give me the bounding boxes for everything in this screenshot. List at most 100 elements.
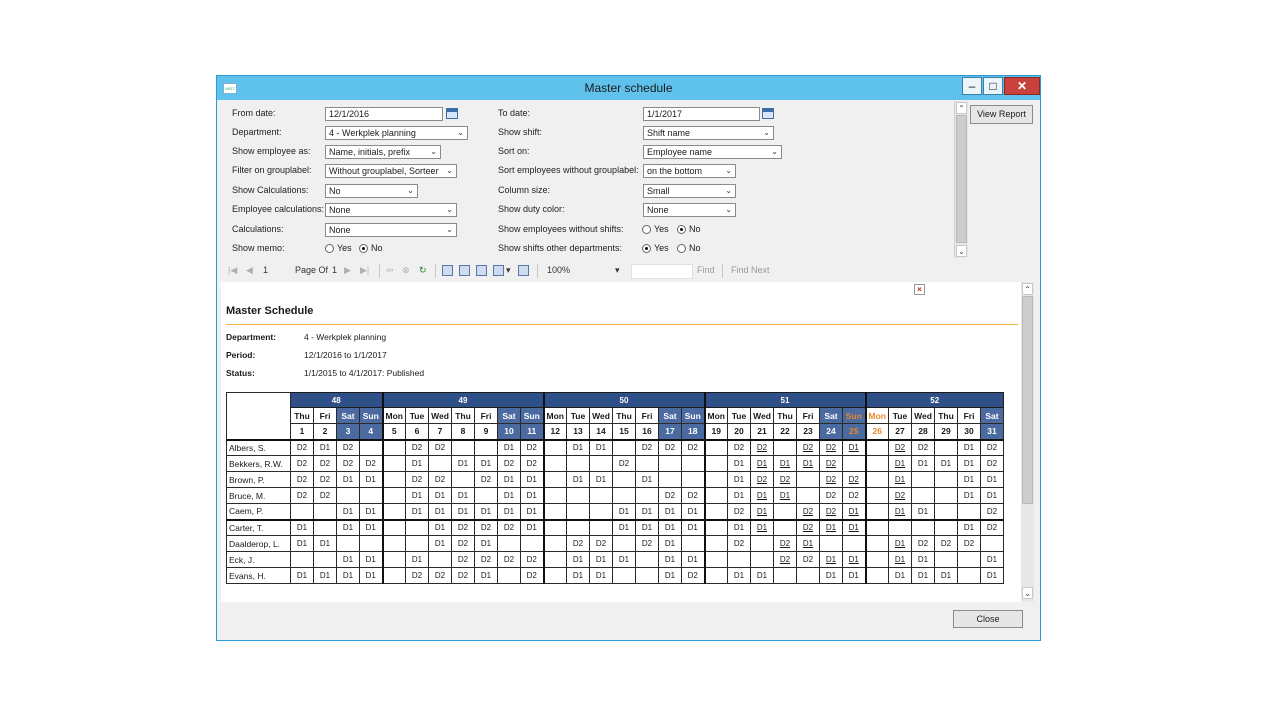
shift-cell[interactable]: D1 [428,503,452,520]
shift-cell[interactable] [796,487,820,504]
shift-cell[interactable] [290,503,314,520]
shift-cell[interactable] [359,438,383,456]
to-date-input[interactable]: 1/1/2017 [643,107,760,121]
close-button[interactable]: Close [953,610,1023,628]
shift-cell[interactable] [888,518,912,536]
shift-cell[interactable]: D2 [819,487,843,504]
shift-cell[interactable]: D1 [497,487,521,504]
shift-cell[interactable] [703,535,728,552]
shift-cell[interactable] [703,503,728,520]
sort-on-select[interactable]: Employee name ⌄ [643,145,782,159]
shift-cell[interactable] [542,551,567,568]
last-page-icon[interactable]: ▶| [360,265,370,275]
shift-cell[interactable]: D2 [980,518,1004,536]
shift-cell[interactable] [474,438,498,456]
shift-cell[interactable] [313,503,337,520]
shift-cell[interactable] [589,487,613,504]
shift-cell[interactable] [428,455,452,472]
shift-cell[interactable] [313,551,337,568]
back-icon[interactable]: ⇦ [386,265,394,275]
shift-cell[interactable]: D2 [566,535,590,552]
shift-cell[interactable] [934,487,958,504]
shift-cell[interactable] [819,535,843,552]
shift-cell[interactable]: D1 [796,455,820,472]
shift-cell[interactable] [566,518,590,536]
shift-cell[interactable] [612,487,636,504]
calculations-select[interactable]: None ⌄ [325,223,457,237]
title-bar[interactable]: MEIT Master schedule – □ ✕ [217,76,1040,100]
from-date-input[interactable]: 12/1/2016 [325,107,443,121]
shift-cell[interactable] [773,503,797,520]
shift-cell[interactable] [681,455,705,472]
shift-cell[interactable]: D2 [428,471,452,488]
shift-cell[interactable]: D2 [589,535,613,552]
shift-cell[interactable] [566,455,590,472]
shift-cell[interactable]: D1 [336,567,360,584]
shift-cell[interactable] [542,455,567,472]
shift-cell[interactable] [934,438,958,456]
shift-cell[interactable]: D2 [658,487,682,504]
view-report-button[interactable]: View Report [970,105,1033,124]
shift-cell[interactable]: D1 [819,567,843,584]
shift-cell[interactable] [864,551,889,568]
shift-cell[interactable] [612,438,636,456]
shift-cell[interactable] [796,567,820,584]
shift-cell[interactable] [566,503,590,520]
shift-cell[interactable]: D1 [359,518,383,536]
other-depts-no-radio[interactable]: No [677,243,701,253]
shift-cell[interactable] [864,487,889,504]
shift-cell[interactable]: D1 [842,503,866,520]
shift-cell[interactable]: D1 [911,551,935,568]
shift-cell[interactable] [542,535,567,552]
shift-cell[interactable]: D1 [842,518,866,536]
export-icon[interactable] [493,265,504,276]
shift-cell[interactable]: D1 [474,535,498,552]
shift-cell[interactable]: D1 [428,535,452,552]
shift-cell[interactable]: D1 [566,471,590,488]
shift-cell[interactable]: D1 [359,471,383,488]
show-shift-select[interactable]: Shift name ⌄ [643,126,774,140]
shift-cell[interactable] [497,567,521,584]
shift-cell[interactable]: D1 [359,567,383,584]
shift-cell[interactable]: D1 [405,455,429,472]
shift-cell[interactable]: D2 [750,438,774,456]
without-shifts-yes-radio[interactable]: Yes [642,224,669,234]
shift-cell[interactable]: D2 [888,438,912,456]
shift-cell[interactable] [589,518,613,536]
shift-cell[interactable]: D1 [589,471,613,488]
shift-cell[interactable]: D2 [796,503,820,520]
shift-cell[interactable]: D1 [658,567,682,584]
employee-name[interactable]: Albers, S. [226,438,291,456]
shift-cell[interactable]: D1 [888,455,912,472]
shift-cell[interactable] [864,471,889,488]
shift-cell[interactable]: D2 [819,503,843,520]
shift-cell[interactable] [497,535,521,552]
shift-cell[interactable] [381,551,406,568]
scroll-down-icon[interactable]: ⌄ [1022,587,1033,599]
shift-cell[interactable]: D2 [520,455,544,472]
shift-cell[interactable]: D1 [635,471,659,488]
find-text-input[interactable] [631,264,693,279]
shift-cell[interactable] [381,503,406,520]
maximize-button[interactable]: □ [983,77,1003,95]
report-scrollbar[interactable]: ⌃ ⌄ [1021,282,1034,602]
shift-cell[interactable] [864,535,889,552]
shift-cell[interactable]: D1 [589,567,613,584]
shift-cell[interactable] [451,471,475,488]
shift-cell[interactable] [381,438,406,456]
scroll-down-icon[interactable]: ⌄ [956,245,967,257]
shift-cell[interactable] [520,535,544,552]
shift-cell[interactable]: D1 [612,518,636,536]
shift-cell[interactable] [313,518,337,536]
shift-cell[interactable]: D2 [313,471,337,488]
shift-cell[interactable]: D1 [359,551,383,568]
show-calculations-select[interactable]: No ⌄ [325,184,418,198]
shift-cell[interactable] [381,487,406,504]
shift-cell[interactable]: D2 [405,471,429,488]
shift-cell[interactable]: D1 [474,567,498,584]
shift-cell[interactable]: D1 [359,503,383,520]
shift-cell[interactable] [980,535,1004,552]
shift-cell[interactable]: D2 [980,455,1004,472]
shift-cell[interactable]: D2 [727,535,751,552]
shift-cell[interactable] [589,503,613,520]
